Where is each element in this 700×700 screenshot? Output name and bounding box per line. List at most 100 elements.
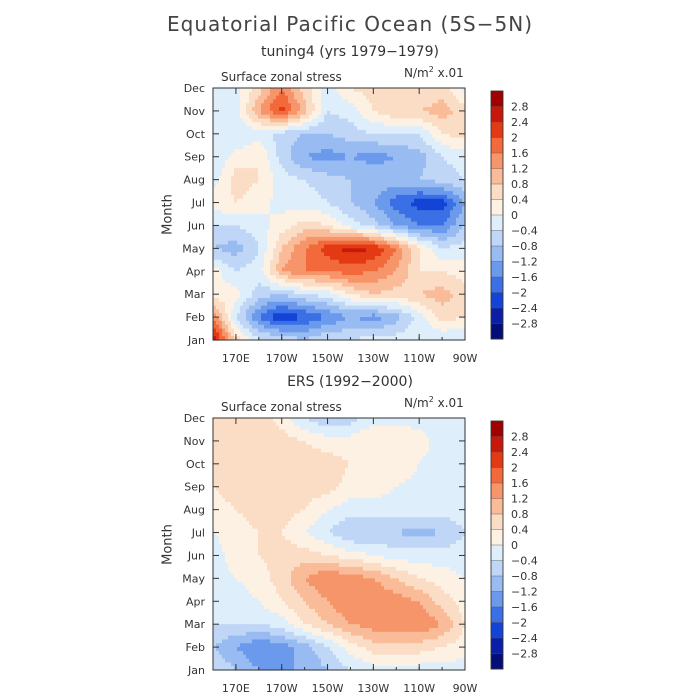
panel-1-contour-cell xyxy=(306,91,310,97)
panel-1-contour-cell xyxy=(456,217,460,223)
panel-1-contour-cell xyxy=(348,149,352,154)
panel-1-contour-cell xyxy=(231,233,235,238)
panel-1-contour-cell xyxy=(363,145,367,150)
panel-1-contour-cell xyxy=(276,267,280,272)
panel-1-contour-cell xyxy=(363,202,367,207)
panel-1-contour-cell xyxy=(255,133,259,139)
panel-1-contour-cell xyxy=(249,305,253,311)
panel-1-contour-cell xyxy=(258,122,262,127)
panel-1-contour-cell xyxy=(246,191,250,196)
panel-1-units-exp: 2 xyxy=(428,65,434,74)
panel-1-contour-cell xyxy=(282,263,286,269)
panel-1-contour-cell xyxy=(459,267,463,272)
panel-1-contour-cell xyxy=(300,198,304,204)
panel-1-contour-cell xyxy=(354,217,358,223)
panel-1-contour-cell xyxy=(435,137,439,143)
panel-1-contour-cell xyxy=(276,278,280,284)
panel-1-contour-cell xyxy=(393,137,397,143)
panel-1-contour-cell xyxy=(240,221,244,227)
panel-1-contour-cell xyxy=(246,210,250,215)
panel-1-contour-cell xyxy=(276,114,280,120)
panel-1-contour-cell xyxy=(282,301,286,307)
panel-1-contour-cell xyxy=(441,301,445,307)
panel-1-contour-cell xyxy=(399,137,403,143)
panel-1-contour-cell xyxy=(399,236,403,242)
panel-1-contour-cell xyxy=(258,217,262,223)
panel-1-contour-cell xyxy=(363,179,367,185)
panel-1-contour-cell xyxy=(450,278,454,284)
panel-1-contour-cell xyxy=(459,168,463,173)
panel-1-contour-cell xyxy=(300,286,304,291)
panel-1-contour-cell xyxy=(396,290,400,295)
panel-1-contour-cell xyxy=(423,95,427,101)
panel-1-contour-cell xyxy=(318,210,322,215)
panel-1-contour-cell xyxy=(435,240,439,246)
panel-1-contour-cell xyxy=(261,313,265,318)
panel-1-contour-cell xyxy=(306,122,310,127)
panel-1-contour-cell xyxy=(456,194,460,200)
panel-1-contour-cell xyxy=(366,282,370,288)
panel-1-contour-cell xyxy=(291,229,295,234)
panel-1-contour-cell xyxy=(387,141,391,146)
panel-1-contour-cell xyxy=(327,229,331,234)
panel-1-contour-cell xyxy=(318,301,322,307)
panel-1-contour-cell xyxy=(345,175,349,181)
panel-1-contour-cell xyxy=(438,194,442,200)
panel-1-contour-cell xyxy=(282,88,286,93)
panel-1-contour-cell xyxy=(222,164,226,169)
panel-1-contour-cell xyxy=(333,256,337,261)
panel-1-contour-cell xyxy=(267,133,271,139)
panel-1-contour-cell xyxy=(423,259,427,265)
panel-1-contour-cell xyxy=(318,114,322,120)
panel-1-contour-cell xyxy=(300,233,304,238)
panel-1-contour-cell xyxy=(309,110,313,116)
panel-1-contour-cell xyxy=(375,267,379,272)
panel-1-contour-cell xyxy=(366,267,370,272)
panel-1-contour-cell xyxy=(273,294,277,299)
panel-1-contour-cell xyxy=(399,301,403,307)
panel-1-contour-cell xyxy=(264,130,268,135)
panel-1-contour-cell xyxy=(294,164,298,169)
panel-1-contour-cell xyxy=(285,221,289,227)
panel-1-contour-cell xyxy=(294,229,298,234)
panel-1-contour-cell xyxy=(450,202,454,207)
panel-1-contour-cell xyxy=(219,179,223,185)
panel-1-contour-cell xyxy=(402,294,406,299)
panel-1-contour-cell xyxy=(420,286,424,291)
panel-1-contour-cell xyxy=(405,183,409,188)
panel-1-contour-cell xyxy=(438,267,442,272)
panel-1-contour-cell xyxy=(240,160,244,165)
panel-1-contour-cell xyxy=(222,175,226,181)
panel-1-contour-cell xyxy=(225,118,229,123)
panel-1-contour-cell xyxy=(258,183,262,188)
panel-1-contour-cell xyxy=(456,175,460,181)
panel-1-contour-cell xyxy=(345,149,349,154)
panel-1-contour-cell xyxy=(297,152,301,158)
panel-1-contour-cell xyxy=(249,107,253,112)
panel-1-contour-cell xyxy=(300,214,304,219)
panel-1-contour-cell xyxy=(297,91,301,97)
panel-1-contour-cell xyxy=(423,240,427,246)
panel-1-contour-cell xyxy=(450,107,454,112)
panel-1-contour-cell xyxy=(303,286,307,291)
panel-1-contour-cell xyxy=(282,103,286,108)
panel-1-contour-cell xyxy=(285,278,289,284)
panel-1-contour-cell xyxy=(324,91,328,97)
panel-1-contour-cell xyxy=(435,229,439,234)
panel-1-contour-cell xyxy=(366,294,370,299)
panel-1-contour-cell xyxy=(270,187,274,192)
panel-1-contour-cell xyxy=(372,160,376,165)
panel-1-contour-cell xyxy=(375,126,379,131)
panel-1-contour-cell xyxy=(333,198,337,204)
panel-1-contour-cell xyxy=(402,259,406,265)
panel-1-contour-cell xyxy=(342,172,346,177)
panel-1-contour-cell xyxy=(270,263,274,269)
panel-1-contour-cell xyxy=(306,313,310,318)
panel-1-contour-cell xyxy=(399,217,403,223)
panel-1-contour-cell xyxy=(453,275,457,280)
panel-1-contour-cell xyxy=(390,309,394,314)
panel-1-contour-cell xyxy=(387,206,391,211)
panel-1-contour-cell xyxy=(414,240,418,246)
panel-1-contour-cell xyxy=(222,168,226,173)
panel-1-contour-cell xyxy=(441,160,445,165)
